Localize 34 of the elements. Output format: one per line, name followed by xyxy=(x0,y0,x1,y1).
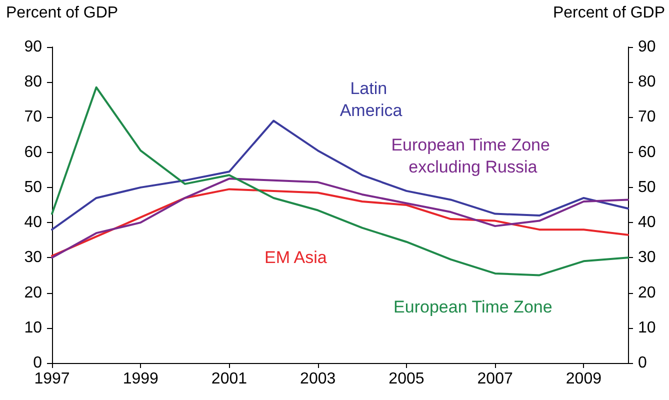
x-tick-label: 1999 xyxy=(122,370,159,388)
y-tick-label: 60 xyxy=(24,144,42,161)
x-tick-label: 2005 xyxy=(388,370,424,388)
y-tick-label: 10 xyxy=(24,319,42,336)
y2-tick-label: 20 xyxy=(638,284,656,302)
text: Latin America xyxy=(340,79,403,120)
y2-tick-label: 50 xyxy=(638,178,656,196)
y2-axis-title: Percent of GDP xyxy=(552,4,665,22)
y2-tick-label: 30 xyxy=(638,249,656,266)
series-label: European Time Zone excluding Russia xyxy=(391,135,555,176)
y2-tick-label: 40 xyxy=(638,214,656,232)
y2-tick-label: 90 xyxy=(638,38,656,56)
y2-tick-label: 10 xyxy=(638,319,656,336)
y-tick-label: 20 xyxy=(24,284,42,302)
y-tick-label: 30 xyxy=(24,249,42,266)
x-tick-label: 1997 xyxy=(34,370,70,388)
y-tick-label: 40 xyxy=(24,214,42,232)
x-tick-label: 2009 xyxy=(566,370,602,388)
y2-tick-label: 60 xyxy=(638,144,656,161)
series-label: European Time Zone xyxy=(394,297,552,316)
y-tick-label: 90 xyxy=(24,38,42,56)
y-tick-label: 0 xyxy=(33,354,42,372)
y-axis-title: Percent of GDP xyxy=(6,4,118,22)
y2-tick-label: 80 xyxy=(638,74,656,91)
y-tick-label: 50 xyxy=(24,178,42,196)
line-series xyxy=(51,120,629,231)
text: EM Asia xyxy=(264,248,328,268)
x-tick-label: 2001 xyxy=(211,370,248,388)
y-tick-label: 70 xyxy=(24,108,42,126)
x-tick-label: 2003 xyxy=(300,370,336,388)
y-tick-label: 80 xyxy=(24,74,42,91)
y2-tick-label: 70 xyxy=(638,108,656,126)
y2-tick-label: 0 xyxy=(638,354,647,372)
x-tick-label: 2007 xyxy=(477,370,513,388)
